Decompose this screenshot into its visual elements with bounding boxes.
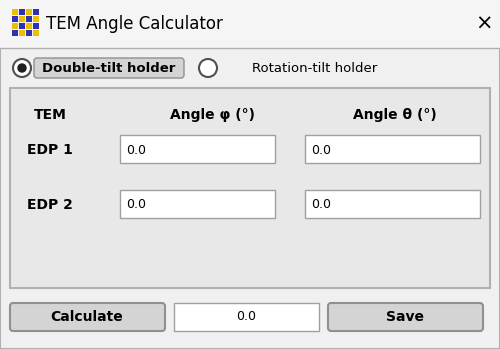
- FancyBboxPatch shape: [10, 303, 165, 331]
- Text: 0.0: 0.0: [236, 311, 256, 324]
- Text: 0.0: 0.0: [126, 143, 146, 156]
- Bar: [120, 135, 275, 163]
- Text: Calculate: Calculate: [50, 310, 124, 324]
- Circle shape: [13, 59, 31, 77]
- Text: 0.0: 0.0: [311, 143, 331, 156]
- Text: Rotation-tilt holder: Rotation-tilt holder: [252, 61, 378, 74]
- Circle shape: [199, 59, 217, 77]
- Bar: [12, 16, 18, 22]
- Bar: [19, 9, 25, 15]
- Bar: [19, 30, 25, 36]
- Text: ×: ×: [475, 14, 493, 34]
- Bar: [19, 23, 25, 29]
- Bar: [26, 23, 32, 29]
- Bar: [12, 30, 18, 36]
- Bar: [26, 9, 32, 15]
- Bar: [12, 23, 18, 29]
- Bar: [33, 16, 39, 22]
- Circle shape: [18, 64, 26, 72]
- FancyBboxPatch shape: [34, 58, 184, 78]
- Bar: [10, 88, 490, 288]
- Text: EDP 2: EDP 2: [27, 198, 73, 212]
- Bar: [174, 303, 319, 331]
- Text: Save: Save: [386, 310, 424, 324]
- Bar: [19, 16, 25, 22]
- Text: 0.0: 0.0: [126, 199, 146, 211]
- Bar: [0, 0, 500, 48]
- Bar: [33, 23, 39, 29]
- Text: Angle θ (°): Angle θ (°): [353, 108, 437, 122]
- Bar: [12, 9, 18, 15]
- Text: TEM Angle Calculator: TEM Angle Calculator: [46, 15, 223, 33]
- Bar: [26, 30, 32, 36]
- Bar: [33, 9, 39, 15]
- Bar: [120, 190, 275, 218]
- Text: 0.0: 0.0: [311, 199, 331, 211]
- Text: TEM: TEM: [34, 108, 66, 122]
- Bar: [305, 190, 480, 218]
- Bar: [305, 135, 480, 163]
- Text: Double-tilt holder: Double-tilt holder: [42, 61, 175, 74]
- Text: EDP 1: EDP 1: [27, 143, 73, 157]
- Bar: [26, 16, 32, 22]
- Text: Angle φ (°): Angle φ (°): [170, 108, 256, 122]
- Bar: [33, 30, 39, 36]
- FancyBboxPatch shape: [328, 303, 483, 331]
